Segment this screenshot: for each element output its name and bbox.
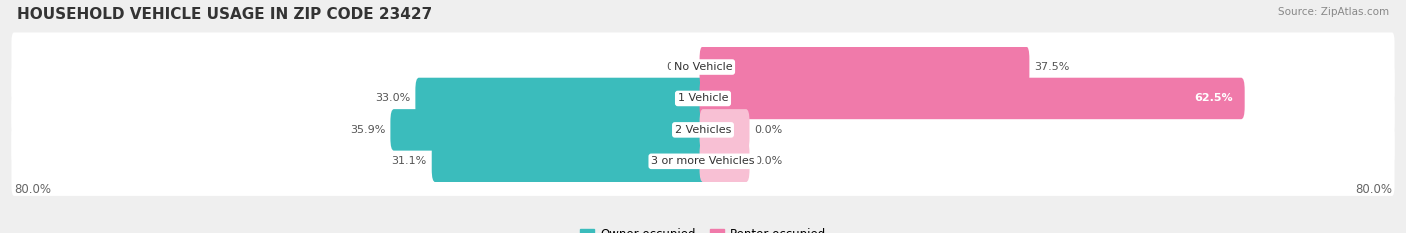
FancyBboxPatch shape [415,78,706,119]
FancyBboxPatch shape [11,95,1395,164]
FancyBboxPatch shape [700,140,749,182]
Text: No Vehicle: No Vehicle [673,62,733,72]
FancyBboxPatch shape [391,109,706,151]
Legend: Owner-occupied, Renter-occupied: Owner-occupied, Renter-occupied [575,224,831,233]
Text: 31.1%: 31.1% [391,156,426,166]
Text: 2 Vehicles: 2 Vehicles [675,125,731,135]
Text: 35.9%: 35.9% [350,125,385,135]
Text: 0.0%: 0.0% [755,125,783,135]
Text: 1 Vehicle: 1 Vehicle [678,93,728,103]
Text: 0.0%: 0.0% [666,62,695,72]
Text: HOUSEHOLD VEHICLE USAGE IN ZIP CODE 23427: HOUSEHOLD VEHICLE USAGE IN ZIP CODE 2342… [17,7,432,22]
FancyBboxPatch shape [700,78,1244,119]
Text: 3 or more Vehicles: 3 or more Vehicles [651,156,755,166]
FancyBboxPatch shape [700,46,1029,88]
Text: 62.5%: 62.5% [1194,93,1233,103]
FancyBboxPatch shape [432,140,706,182]
Text: 80.0%: 80.0% [14,183,51,196]
FancyBboxPatch shape [11,127,1395,196]
FancyBboxPatch shape [11,64,1395,133]
Text: Source: ZipAtlas.com: Source: ZipAtlas.com [1278,7,1389,17]
FancyBboxPatch shape [700,109,749,151]
Text: 80.0%: 80.0% [1355,183,1392,196]
FancyBboxPatch shape [11,32,1395,102]
Text: 37.5%: 37.5% [1035,62,1070,72]
Text: 33.0%: 33.0% [375,93,411,103]
Text: 0.0%: 0.0% [755,156,783,166]
